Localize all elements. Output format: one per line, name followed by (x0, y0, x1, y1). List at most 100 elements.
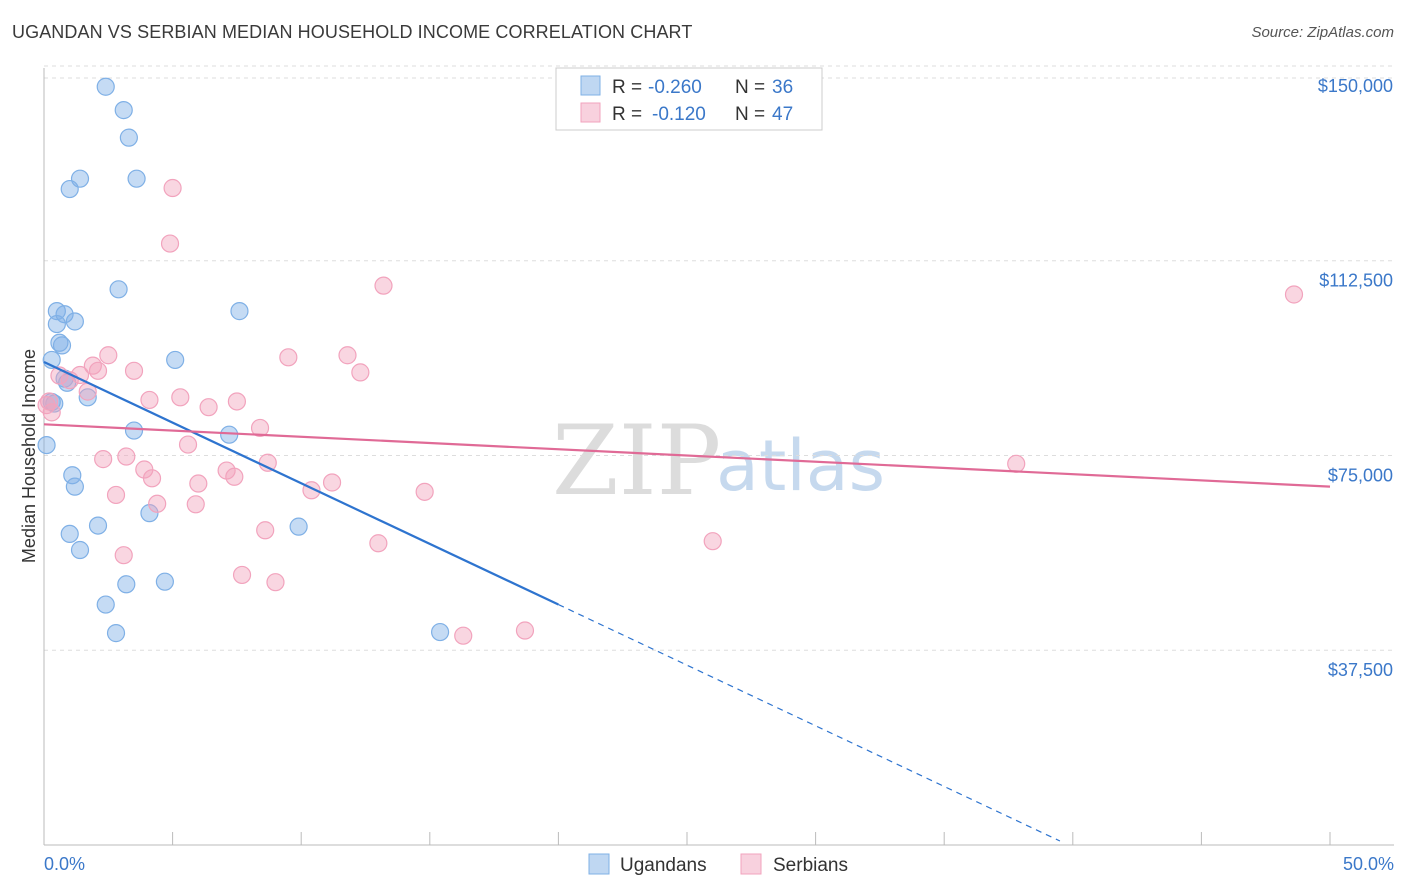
ugandans-trend-extension (558, 603, 1061, 842)
serbians-point-20 (250, 418, 270, 438)
ugandans-point-2 (119, 128, 138, 147)
ugandans-point-21 (124, 421, 144, 440)
ugandans-point-32 (155, 572, 174, 591)
series-legend: Ugandans Serbians (588, 853, 848, 876)
ugandans-point-24 (63, 466, 82, 485)
serbians-point-12 (279, 348, 298, 367)
ugandans-point-35 (430, 622, 450, 642)
serbians-point-32 (415, 482, 434, 501)
serbians-point-44 (515, 621, 535, 640)
ugandans-point-20 (78, 388, 97, 407)
serbians-point-35 (148, 494, 167, 513)
ugandans-point-6 (109, 280, 128, 299)
chart-source: Source: ZipAtlas.com (1251, 24, 1394, 41)
serbians-point-40 (114, 546, 133, 565)
legend-n-label-serbians: N = (735, 104, 765, 125)
ugandans-point-4 (60, 179, 79, 199)
ugandans-point-27 (88, 516, 108, 535)
legend-n-value-serbians: 47 (772, 104, 793, 125)
ugandans-point-13 (52, 336, 72, 355)
serbians-point-0 (163, 178, 182, 198)
x-tick-label-left: 0.0% (44, 854, 85, 874)
watermark-zip: ZIP (552, 405, 721, 517)
y-tick-label-1: $75,000 (1328, 465, 1393, 485)
serbians-point-46 (42, 403, 61, 422)
ugandans-point-29 (60, 524, 79, 544)
chart-title: UGANDAN VS SERBIAN MEDIAN HOUSEHOLD INCO… (12, 22, 693, 42)
serbians-point-16 (140, 390, 159, 410)
ugandans-point-23 (37, 435, 56, 455)
serbians-point-39 (703, 532, 722, 551)
legend-n-value-ugandans: 36 (772, 77, 793, 98)
legend-label-serbians: Serbians (773, 855, 848, 876)
ugandans-point-1 (114, 101, 133, 120)
axes (43, 68, 1394, 846)
ugandans-point-34 (106, 624, 126, 643)
ugandans-point-25 (65, 477, 84, 496)
serbians-point-43 (454, 626, 473, 645)
serbians-point-21 (178, 435, 198, 454)
serbians-point-13 (338, 346, 357, 365)
legend-r-label-serbians: R = (612, 104, 642, 125)
ugandans-point-9 (55, 305, 74, 324)
ugandans-point-22 (220, 425, 239, 444)
ugandans-trend-line (43, 361, 559, 606)
serbians-point-36 (186, 495, 205, 514)
watermark-atlas: atlas (716, 425, 885, 507)
x-tick-label-right: 50.0% (1343, 854, 1394, 874)
ugandans-point-10 (65, 312, 84, 331)
serbians-point-27 (142, 469, 162, 488)
serbians-point-34 (106, 485, 126, 505)
ugandans-point-11 (47, 314, 66, 334)
ugandans-point-12 (50, 333, 69, 352)
legend-swatch-ugandans (580, 75, 601, 96)
legend-r-value-serbians: -0.120 (652, 104, 706, 125)
ugandans-point-33 (96, 595, 115, 614)
serbians-point-11 (124, 361, 144, 380)
ugandans-point-0 (96, 77, 115, 96)
ugandans-point-15 (166, 350, 185, 370)
legend-swatch-serbians (580, 102, 601, 123)
y-axis-label: Median Household Income (19, 349, 39, 563)
serbians-point-18 (199, 398, 218, 417)
serbians-point-38 (369, 534, 388, 553)
serbians-point-2 (374, 276, 393, 295)
legend-swatch-serbians-bottom (740, 853, 762, 875)
serbians-point-22 (94, 450, 113, 469)
legend-swatch-ugandans-bottom (588, 853, 610, 875)
legend-r-label-ugandans: R = (612, 77, 642, 98)
serbians-point-19 (227, 392, 246, 411)
serbians-point-37 (256, 521, 275, 540)
legend-n-label-ugandans: N = (735, 77, 765, 98)
serbians-trend-line (43, 423, 1331, 488)
correlation-legend: R = -0.260 N = 36 R = -0.120 N = 47 (555, 67, 823, 131)
ugandans-point-7 (230, 302, 249, 321)
serbians-point-8 (83, 356, 102, 375)
y-ticks: $37,500 $75,000 $112,500 $150,000 (1318, 76, 1393, 680)
serbians-point-3 (1284, 285, 1304, 304)
serbians-point-9 (88, 361, 108, 380)
legend-r-value-ugandans: -0.260 (648, 77, 702, 98)
serbians-point-41 (232, 565, 252, 585)
serbians-point-23 (117, 447, 136, 466)
ugandans-point-31 (117, 575, 136, 594)
legend-label-ugandans: Ugandans (620, 855, 707, 876)
serbians-point-31 (322, 473, 342, 492)
x-ticks (43, 832, 1331, 845)
serbians-point-1 (160, 234, 180, 253)
serbians-point-29 (225, 467, 244, 486)
trend-lines (43, 361, 1331, 842)
y-tick-label-3: $150,000 (1318, 76, 1393, 96)
gridlines (44, 65, 1394, 651)
ugandans-point-26 (140, 504, 159, 523)
y-tick-label-2: $112,500 (1319, 271, 1393, 291)
ugandans-point-30 (70, 540, 90, 560)
data-points (37, 77, 1304, 645)
serbians-point-28 (189, 474, 208, 493)
serbians-point-14 (351, 363, 370, 382)
ugandans-point-28 (289, 517, 308, 536)
serbians-point-42 (266, 573, 285, 592)
y-tick-label-0: $37,500 (1328, 660, 1393, 680)
serbians-point-10 (99, 346, 118, 365)
